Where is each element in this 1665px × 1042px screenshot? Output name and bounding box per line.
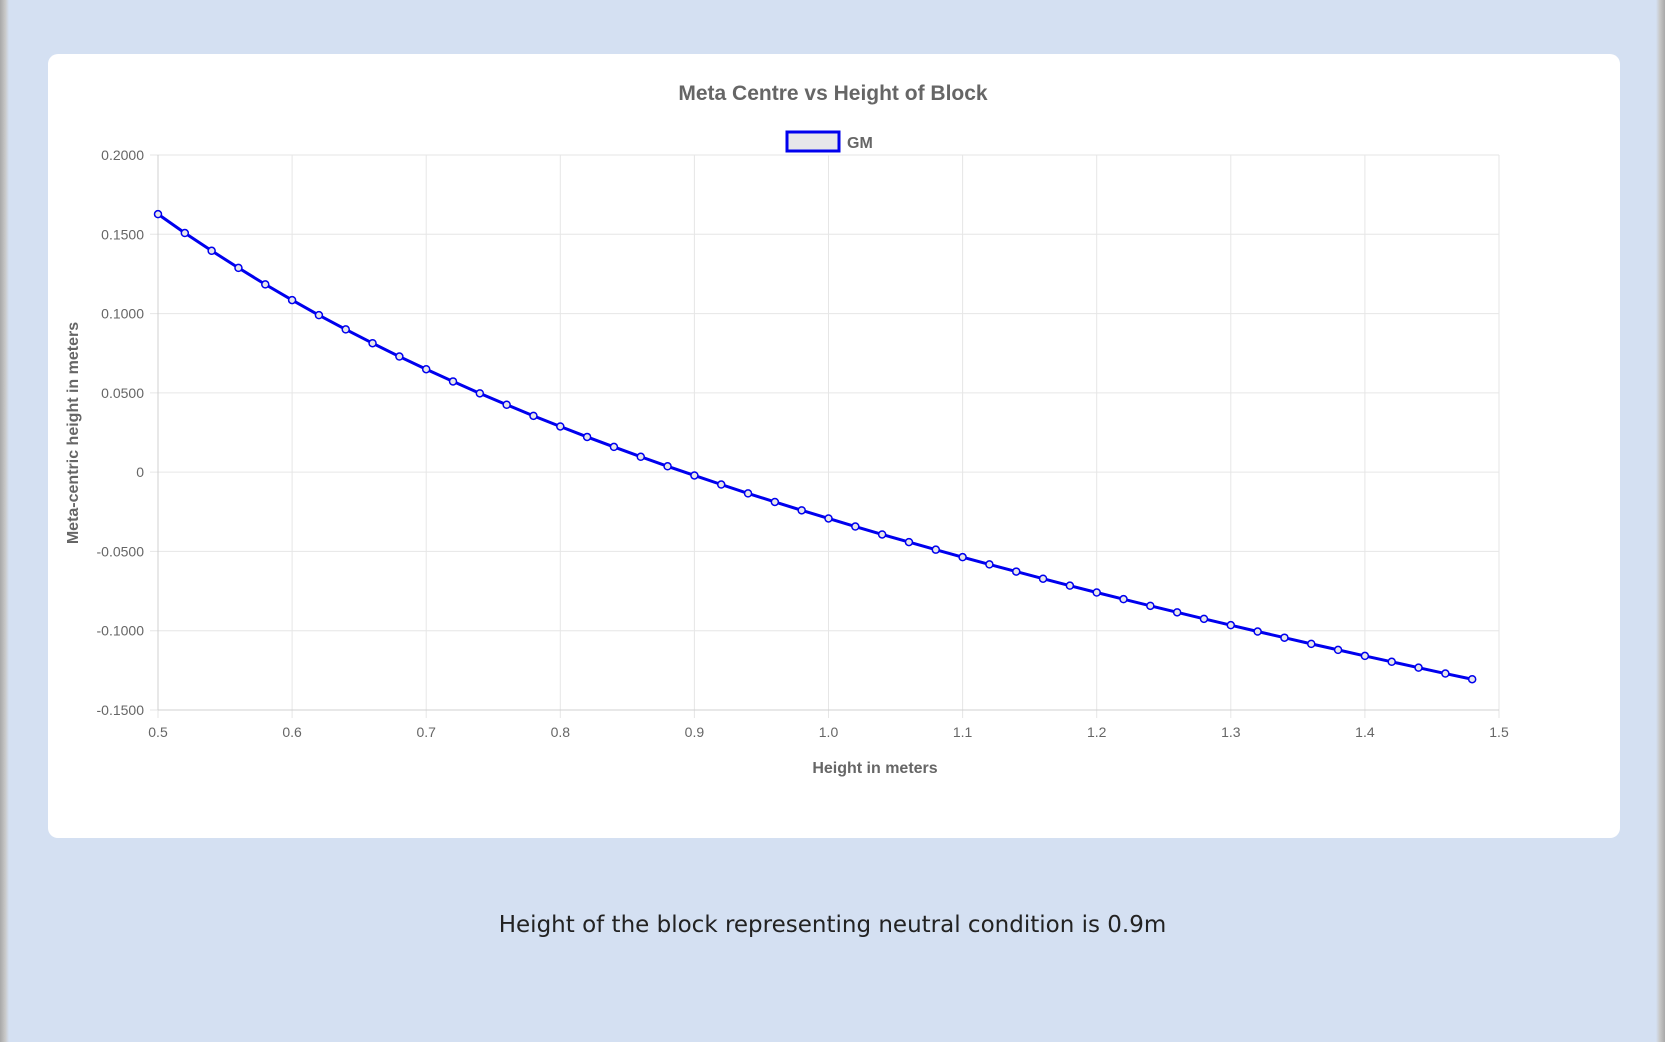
- data-point[interactable]: [234, 263, 243, 273]
- data-point[interactable]: [582, 432, 592, 442]
- y-tick-label: -0.1000: [97, 623, 145, 639]
- data-point[interactable]: [877, 530, 887, 539]
- data-point[interactable]: [421, 364, 431, 374]
- data-point[interactable]: [153, 209, 163, 219]
- data-point[interactable]: [1011, 567, 1021, 576]
- chart-title: Meta Centre vs Height of Block: [678, 82, 988, 105]
- data-point[interactable]: [1333, 645, 1343, 655]
- data-point[interactable]: [1146, 601, 1155, 611]
- data-point[interactable]: [368, 338, 377, 348]
- data-point[interactable]: [1441, 669, 1450, 678]
- data-point[interactable]: [502, 400, 511, 409]
- y-axis-label: Meta-centric height in meters: [65, 322, 82, 544]
- data-point[interactable]: [1065, 581, 1075, 590]
- data-point[interactable]: [1387, 657, 1396, 667]
- data-point[interactable]: [609, 442, 619, 452]
- data-point[interactable]: [1253, 627, 1262, 636]
- window-left-edge: [0, 0, 9, 1042]
- neutral-condition-result: Height of the block representing neutral…: [498, 912, 1167, 938]
- data-point[interactable]: [395, 352, 404, 361]
- data-point[interactable]: [261, 280, 270, 289]
- data-point[interactable]: [824, 514, 833, 523]
- window-right-edge: [1656, 0, 1665, 1042]
- data-point[interactable]: [556, 422, 565, 431]
- data-point[interactable]: [1414, 663, 1423, 672]
- x-tick-label: 1.5: [1489, 724, 1509, 740]
- data-point[interactable]: [1226, 620, 1236, 630]
- axes: 0.5 0.6 0.7 0.8 0.9 1.0 1.1 1.2 1.3 1.4 1.5 0.2000 0…: [97, 147, 1509, 740]
- y-tick-label: -0.1500: [97, 702, 145, 718]
- data-point[interactable]: [636, 452, 646, 462]
- data-point[interactable]: [1280, 633, 1289, 642]
- data-point[interactable]: [314, 310, 324, 320]
- data-point[interactable]: [207, 246, 216, 256]
- x-tick-label: 0.5: [148, 724, 168, 740]
- data-point[interactable]: [770, 497, 780, 507]
- data-point[interactable]: [1360, 651, 1370, 661]
- legend[interactable]: GM: [785, 130, 873, 153]
- legend-label[interactable]: GM: [847, 135, 873, 152]
- data-point[interactable]: [1199, 614, 1209, 624]
- grid: [150, 154, 1500, 718]
- y-tick-label: 0.1500: [101, 226, 144, 242]
- data-point[interactable]: [904, 537, 914, 547]
- x-tick-label: 1.2: [1087, 724, 1107, 740]
- data-point[interactable]: [475, 389, 485, 398]
- x-tick-label: 0.8: [551, 724, 571, 740]
- data-point[interactable]: [529, 411, 538, 421]
- y-tick-label: 0.2000: [101, 147, 144, 163]
- gm-line-chart: 0.5 0.6 0.7 0.8 0.9 1.0 1.1 1.2 1.3 1.4 1.5 0.2000 0…: [65, 82, 1509, 777]
- data-point[interactable]: [985, 560, 994, 569]
- data-point[interactable]: [797, 506, 806, 515]
- y-tick-label: 0.0500: [101, 385, 144, 401]
- data-point[interactable]: [716, 480, 726, 489]
- x-tick-label: 0.7: [416, 724, 436, 740]
- data-point[interactable]: [690, 471, 699, 480]
- y-tick-label: -0.0500: [97, 543, 145, 559]
- data-point[interactable]: [341, 325, 350, 334]
- y-tick-label: 0.1000: [101, 306, 144, 322]
- y-tick-label: 0: [136, 464, 144, 480]
- data-point[interactable]: [287, 295, 297, 305]
- series-line-gm: [157, 212, 1473, 681]
- data-point[interactable]: [1038, 574, 1048, 583]
- data-point[interactable]: [663, 462, 672, 471]
- data-point[interactable]: [1307, 639, 1316, 649]
- data-point[interactable]: [180, 228, 190, 238]
- data-point[interactable]: [1467, 674, 1477, 684]
- x-tick-label: 1.1: [953, 724, 973, 740]
- x-tick-label: 0.6: [282, 724, 302, 740]
- chart-card: 0.5 0.6 0.7 0.8 0.9 1.0 1.1 1.2 1.3 1.4 1.5 0.2000 0…: [48, 54, 1620, 838]
- data-point[interactable]: [931, 545, 941, 554]
- data-point[interactable]: [1119, 594, 1128, 604]
- x-axis-label: Height in meters: [812, 760, 937, 777]
- data-point[interactable]: [1092, 588, 1101, 597]
- data-point[interactable]: [851, 522, 860, 531]
- x-tick-label: 1.4: [1355, 724, 1375, 740]
- data-point[interactable]: [743, 489, 753, 498]
- data-point[interactable]: [448, 377, 458, 386]
- series-layer: [153, 209, 1477, 684]
- data-point[interactable]: [1172, 608, 1182, 617]
- legend-swatch[interactable]: [785, 130, 841, 153]
- x-tick-label: 1.0: [819, 724, 839, 740]
- x-tick-label: 0.9: [685, 724, 705, 740]
- data-point[interactable]: [958, 552, 967, 562]
- x-tick-label: 1.3: [1221, 724, 1241, 740]
